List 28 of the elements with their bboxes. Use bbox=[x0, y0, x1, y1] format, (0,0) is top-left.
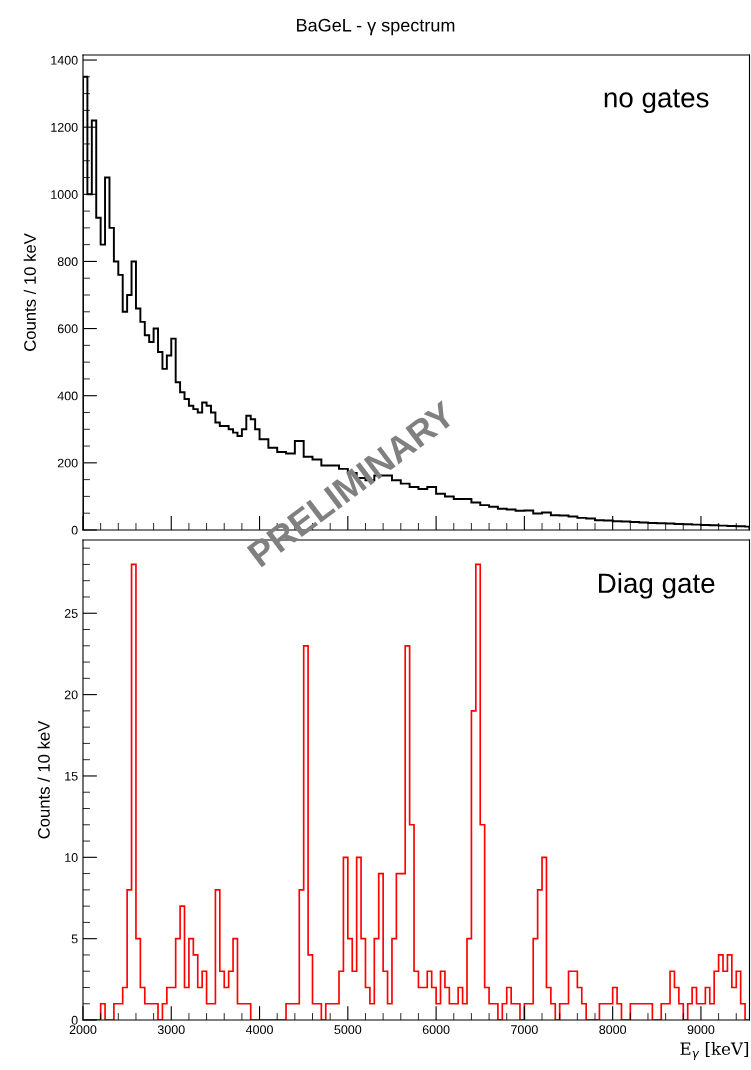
x-tick-label: 2000 bbox=[69, 1025, 97, 1035]
annotation: Diag gate bbox=[599, 572, 715, 599]
y-tick-label: 25 bbox=[64, 609, 78, 618]
x-tick-label: 4000 bbox=[245, 1025, 273, 1035]
y-tick-label: 0 bbox=[71, 525, 78, 535]
x-tick-label: 9000 bbox=[687, 1025, 715, 1035]
y-tick-label: 1400 bbox=[51, 55, 78, 65]
y-tick-label: 1000 bbox=[51, 190, 78, 199]
y-tick-label: 800 bbox=[57, 257, 78, 267]
y-tick-label: 0 bbox=[71, 1015, 78, 1025]
y-tick-label: 200 bbox=[57, 458, 78, 468]
y-tick-label: 10 bbox=[65, 853, 78, 862]
y-axis-title: Counts / 10 keV bbox=[23, 233, 36, 351]
y-tick-label: 15 bbox=[65, 771, 78, 781]
x-tick-label: 7000 bbox=[511, 1025, 538, 1035]
x-tick-label: 5000 bbox=[334, 1025, 362, 1035]
x-tick-label: 8000 bbox=[599, 1025, 627, 1035]
chart-title: BaGeL - γ spectrum bbox=[297, 18, 455, 36]
y-tick-label: 20 bbox=[64, 690, 78, 700]
x-tick-label: 6000 bbox=[422, 1025, 450, 1035]
x-axis-title: E$_{γ}$ [keV] bbox=[680, 1042, 749, 1060]
y-tick-label: 600 bbox=[57, 324, 78, 334]
y-tick-label: 400 bbox=[57, 391, 78, 401]
x-tick-label: 3000 bbox=[157, 1025, 185, 1035]
y-axis-title: Counts / 10 keV bbox=[37, 720, 50, 839]
y-tick-label: 5 bbox=[71, 934, 78, 944]
annotation: no gates bbox=[604, 89, 709, 114]
y-tick-label: 1200 bbox=[51, 122, 78, 132]
